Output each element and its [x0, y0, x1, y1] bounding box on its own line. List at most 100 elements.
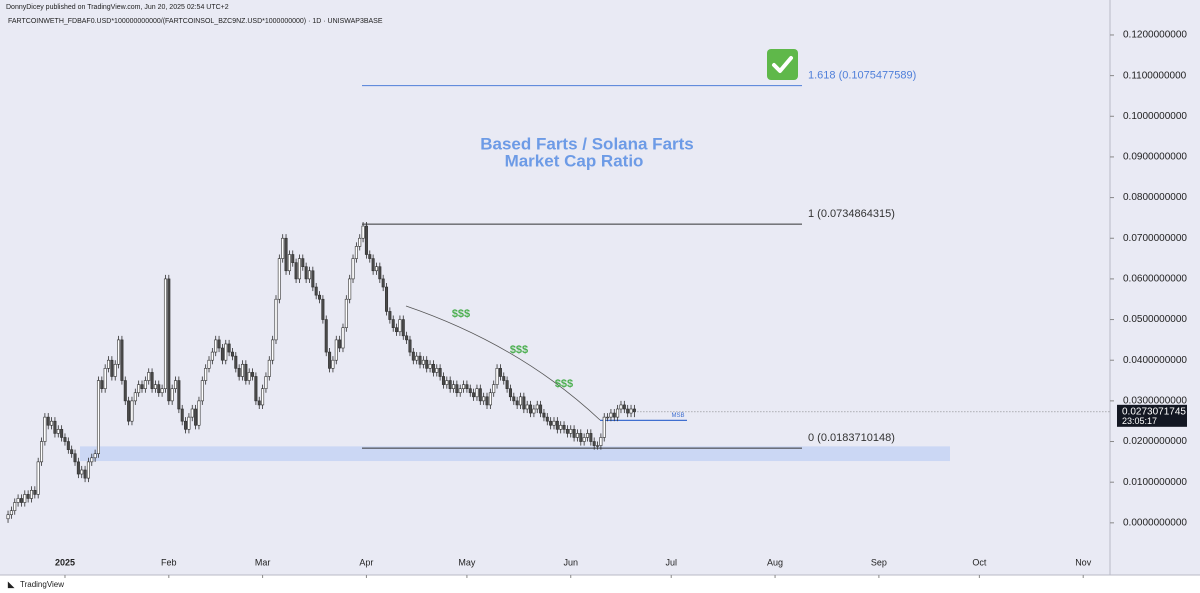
candle-body	[73, 453, 77, 463]
candle-body	[391, 319, 395, 328]
brand: TradingView	[20, 580, 64, 589]
candle-body	[398, 319, 402, 333]
candle-body	[472, 392, 476, 398]
candle-body	[468, 388, 472, 394]
candle-body	[338, 339, 342, 349]
candle-body	[240, 363, 245, 377]
candle-body	[29, 490, 33, 499]
candle-body	[197, 400, 201, 426]
candle-body	[425, 359, 429, 369]
candle-body	[23, 494, 27, 503]
candle-body	[204, 368, 208, 381]
candle-body	[40, 441, 44, 463]
candle-body	[137, 384, 141, 394]
candle-body	[619, 404, 623, 410]
candle-body	[117, 339, 121, 365]
candle-body	[184, 420, 188, 430]
candle-body	[291, 254, 295, 263]
candle-body	[585, 433, 589, 438]
candle-body	[525, 404, 529, 410]
candle-body	[26, 494, 30, 499]
candle-body	[431, 363, 435, 373]
candle-body	[36, 461, 40, 495]
candle-body	[133, 392, 137, 402]
candle-body	[518, 396, 523, 406]
x-tick-label: Aug	[767, 557, 783, 567]
candle-body	[254, 376, 258, 402]
candle-body	[452, 384, 456, 389]
candle-body	[123, 380, 127, 402]
candle-body	[462, 384, 466, 389]
candle-body	[458, 388, 462, 394]
x-tick-label: Oct	[972, 557, 987, 567]
candle-body	[251, 372, 255, 377]
candle-body	[53, 420, 57, 434]
candle-body	[324, 319, 328, 353]
candle-body	[401, 319, 405, 337]
candle-body	[180, 408, 184, 422]
candle-body	[539, 404, 543, 414]
candle-body	[532, 408, 536, 414]
candle-body	[368, 254, 372, 259]
check-box	[767, 49, 798, 80]
candle-body	[616, 408, 620, 418]
candle-body	[328, 351, 332, 369]
candle-body	[297, 258, 301, 280]
candle-body	[230, 351, 234, 357]
candle-body	[572, 429, 576, 438]
candle-body	[555, 420, 559, 430]
y-tick-label: 0.0800000000	[1123, 192, 1187, 203]
candle-body	[56, 429, 60, 434]
x-tick-label: May	[458, 557, 476, 567]
candle-body	[271, 339, 275, 361]
candle-body	[395, 327, 399, 333]
candle-body	[76, 461, 80, 475]
candle-body	[418, 355, 422, 365]
candle-body	[9, 510, 13, 516]
x-tick-label: Feb	[161, 557, 177, 567]
countdown: 23:05:17	[1122, 416, 1157, 426]
plot-background	[0, 0, 1200, 575]
candle-body	[167, 278, 171, 402]
candle-body	[150, 372, 154, 389]
candle-body	[307, 270, 311, 280]
y-tick-label: 0.0500000000	[1123, 314, 1187, 325]
title-line: Based Farts / Solana Farts	[480, 134, 694, 153]
candle-body	[234, 355, 238, 369]
y-tick-label: 0.0900000000	[1123, 152, 1187, 163]
candle-body	[559, 424, 563, 430]
annotation: $$$	[452, 308, 470, 320]
candle-body	[294, 262, 298, 280]
candle-body	[569, 429, 573, 434]
candle-body	[415, 355, 419, 361]
candle-body	[348, 278, 352, 300]
title-line: Market Cap Ratio	[505, 151, 644, 170]
candle-body	[113, 363, 117, 377]
candle-body	[284, 237, 288, 272]
candle-body	[107, 359, 111, 369]
candle-body	[301, 258, 305, 268]
x-tick-label: Jun	[563, 557, 578, 567]
candle-body	[602, 416, 606, 438]
candle-body	[163, 278, 167, 389]
candle-body	[96, 380, 100, 455]
candle-body	[388, 311, 392, 320]
candle-body	[438, 368, 442, 377]
candle-body	[190, 408, 194, 418]
candle-body	[378, 266, 382, 280]
candle-body	[83, 469, 87, 479]
candle-body	[351, 258, 355, 280]
candle-body	[354, 246, 358, 259]
candle-body	[220, 347, 224, 361]
candle-body	[582, 437, 586, 442]
candle-body	[612, 412, 616, 418]
candle-body	[66, 441, 70, 450]
candle-body	[488, 392, 492, 406]
candle-body	[505, 380, 509, 389]
candle-body	[274, 298, 278, 341]
candle-body	[565, 429, 569, 434]
candle-body	[140, 384, 144, 389]
candle-body	[552, 420, 556, 426]
candle-body	[157, 384, 161, 394]
candle-body	[331, 359, 335, 369]
